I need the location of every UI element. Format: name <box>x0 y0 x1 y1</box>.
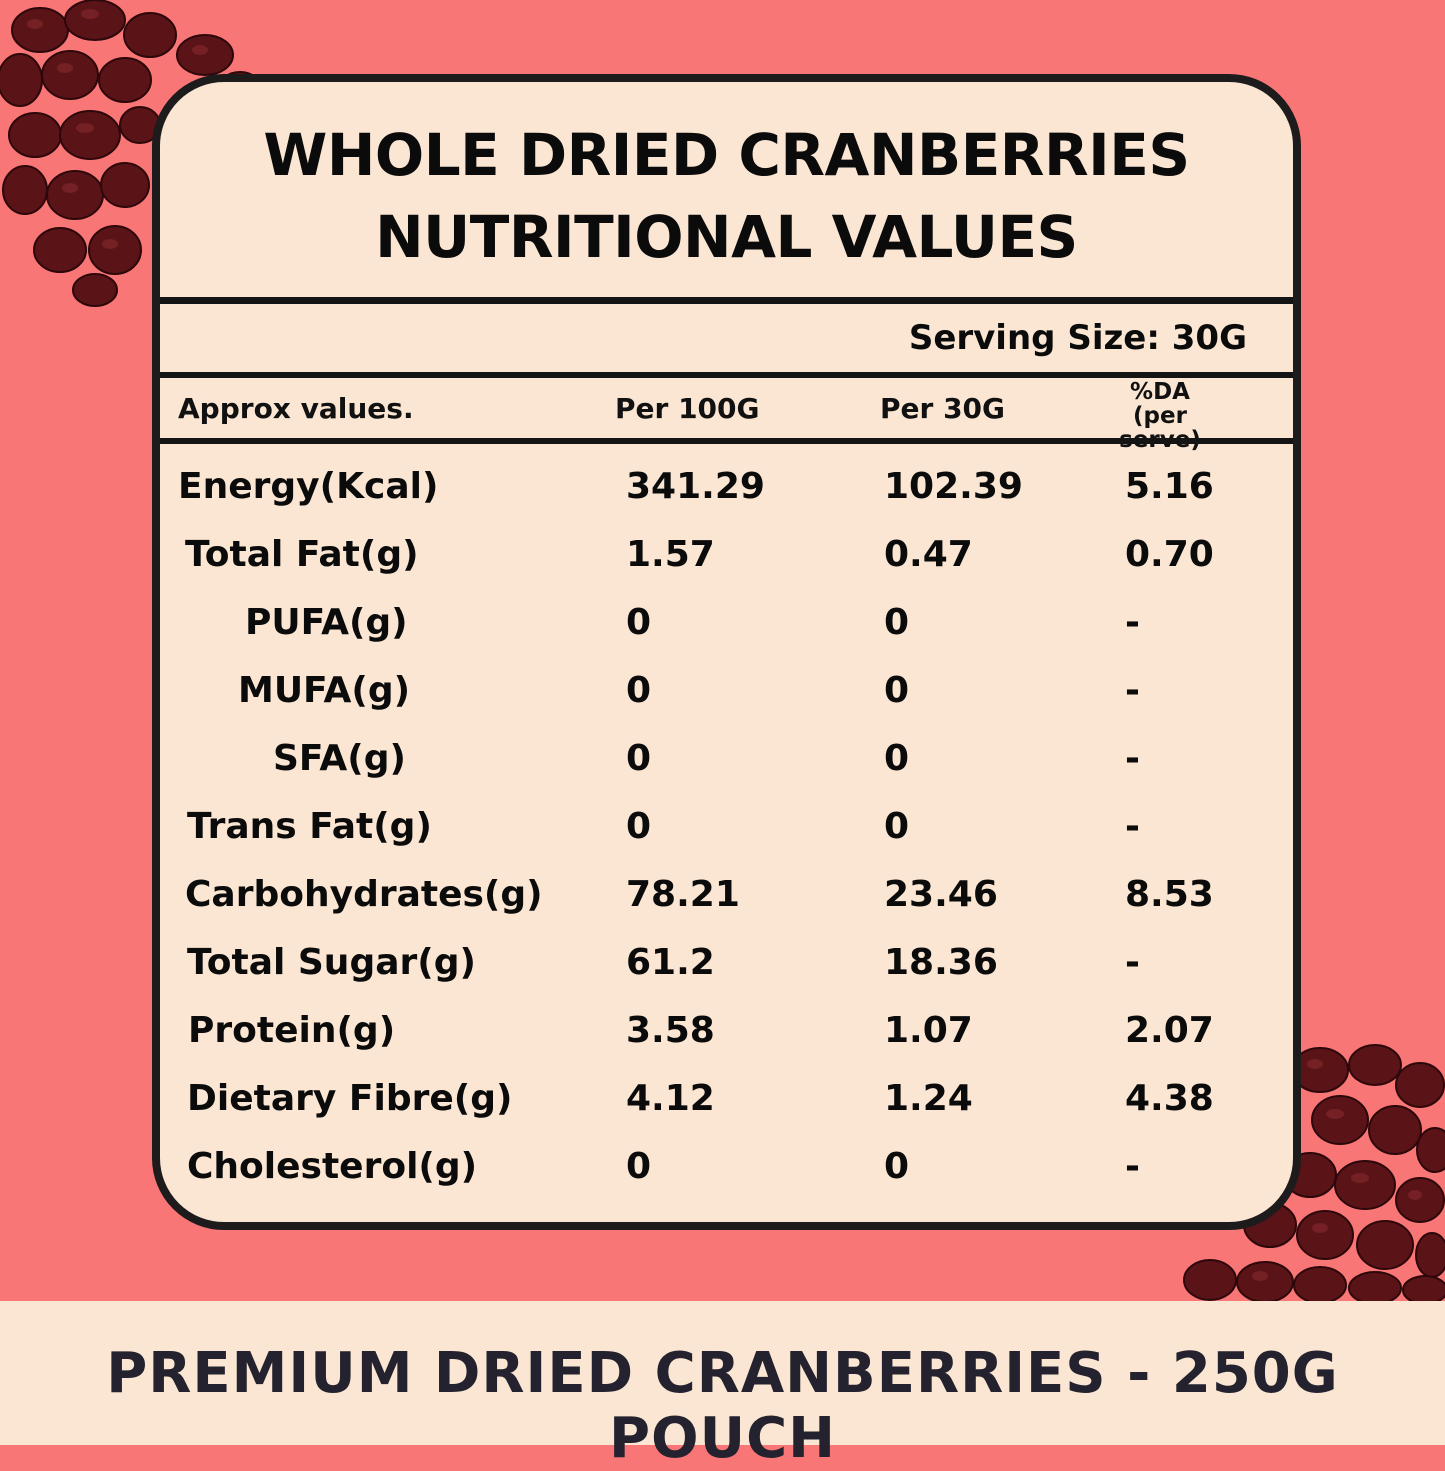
divider-serving <box>160 372 1293 378</box>
per-100g-value: 0 <box>626 602 652 643</box>
nutrient-label: Total Fat(g) <box>185 534 419 575</box>
daily-allowance-value: - <box>1125 670 1140 711</box>
nutrient-row-total-fat: Total Fat(g) 1.57 0.47 0.70 <box>160 534 1293 602</box>
daily-allowance-value: 2.07 <box>1125 1010 1214 1051</box>
per-100g-value: 61.2 <box>626 942 715 983</box>
footer-banner: PREMIUM DRIED CRANBERRIES - 250G POUCH <box>0 1301 1445 1471</box>
per-100g-value: 4.12 <box>626 1078 715 1119</box>
per-30g-value: 0 <box>884 1146 910 1187</box>
per-100g-value: 341.29 <box>626 466 765 507</box>
nutrient-label: PUFA(g) <box>245 602 408 643</box>
nutrient-row-sfa: SFA(g) 0 0 - <box>160 738 1293 806</box>
per-100g-value: 1.57 <box>626 534 715 575</box>
per-30g-value: 0 <box>884 602 910 643</box>
daily-allowance-value: - <box>1125 738 1140 779</box>
nutrient-label: Cholesterol(g) <box>187 1146 478 1187</box>
nutrient-row-cholesterol: Cholesterol(g) 0 0 - <box>160 1146 1293 1214</box>
per-30g-value: 0 <box>884 738 910 779</box>
nutrient-row-energy: Energy(Kcal) 341.29 102.39 5.16 <box>160 466 1293 534</box>
nutrient-label: Trans Fat(g) <box>187 806 432 847</box>
column-header-da-line-2: (per serve) <box>1119 403 1201 452</box>
product-name: PREMIUM DRIED CRANBERRIES - 250G POUCH <box>106 1341 1339 1471</box>
daily-allowance-value: 4.38 <box>1125 1078 1214 1119</box>
per-100g-value: 3.58 <box>626 1010 715 1051</box>
nutrition-card: WHOLE DRIED CRANBERRIES NUTRITIONAL VALU… <box>152 74 1301 1230</box>
per-30g-value: 1.24 <box>884 1078 973 1119</box>
per-30g-value: 23.46 <box>884 874 998 915</box>
column-header-da-line-1: %DA <box>1130 379 1190 405</box>
per-100g-value: 78.21 <box>626 874 740 915</box>
per-30g-value: 1.07 <box>884 1010 973 1051</box>
per-100g-value: 0 <box>626 1146 652 1187</box>
nutrient-label: Dietary Fibre(g) <box>187 1078 513 1119</box>
per-100g-value: 0 <box>626 806 652 847</box>
nutrient-row-pufa: PUFA(g) 0 0 - <box>160 602 1293 670</box>
nutrient-row-mufa: MUFA(g) 0 0 - <box>160 670 1293 738</box>
nutrient-label: Carbohydrates(g) <box>185 874 543 915</box>
nutrient-label: MUFA(g) <box>238 670 411 711</box>
nutrient-row-protein: Protein(g) 3.58 1.07 2.07 <box>160 1010 1293 1078</box>
per-30g-value: 0 <box>884 670 910 711</box>
nutrient-row-total-sugar: Total Sugar(g) 61.2 18.36 - <box>160 942 1293 1010</box>
serving-size: Serving Size: 30G <box>908 318 1247 358</box>
daily-allowance-value: 0.70 <box>1125 534 1214 575</box>
column-header-per-100g: Per 100G <box>615 392 760 425</box>
daily-allowance-value: - <box>1125 1146 1140 1187</box>
nutrient-row-carbohydrates: Carbohydrates(g) 78.21 23.46 8.53 <box>160 874 1293 942</box>
nutrient-row-dietary-fibre: Dietary Fibre(g) 4.12 1.24 4.38 <box>160 1078 1293 1146</box>
card-title-line-2: NUTRITIONAL VALUES <box>375 203 1078 271</box>
daily-allowance-value: - <box>1125 602 1140 643</box>
daily-allowance-value: - <box>1125 942 1140 983</box>
nutrient-label: Total Sugar(g) <box>187 942 476 983</box>
per-100g-value: 0 <box>626 738 652 779</box>
per-100g-value: 0 <box>626 670 652 711</box>
column-header-per-30g: Per 30G <box>880 392 1006 425</box>
nutrient-row-trans-fat: Trans Fat(g) 0 0 - <box>160 806 1293 874</box>
per-30g-value: 102.39 <box>884 466 1023 507</box>
nutrient-label: Energy(Kcal) <box>178 466 439 507</box>
nutrient-label: SFA(g) <box>273 738 406 779</box>
nutrient-label: Protein(g) <box>188 1010 396 1051</box>
card-title-line-1: WHOLE DRIED CRANBERRIES <box>263 121 1190 189</box>
daily-allowance-value: - <box>1125 806 1140 847</box>
daily-allowance-value: 5.16 <box>1125 466 1214 507</box>
column-header-approx-values: Approx values. <box>178 392 414 425</box>
per-30g-value: 0 <box>884 806 910 847</box>
divider-header <box>160 438 1293 444</box>
divider-title <box>160 297 1293 304</box>
column-header-daily-allowance: %DA (per serve) <box>1100 379 1220 453</box>
per-30g-value: 18.36 <box>884 942 998 983</box>
daily-allowance-value: 8.53 <box>1125 874 1214 915</box>
per-30g-value: 0.47 <box>884 534 973 575</box>
